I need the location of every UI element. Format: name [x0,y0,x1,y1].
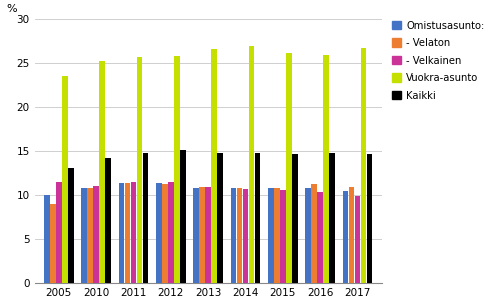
Bar [255,153,260,283]
Bar [119,183,124,283]
Bar [56,182,62,283]
Bar [131,182,136,283]
Bar [274,188,280,283]
Bar [237,188,243,283]
Bar [280,190,286,283]
Bar [343,191,349,283]
Bar [168,182,174,283]
Bar [311,184,317,283]
Legend: Omistusasunto:, - Velaton, - Velkainen, Vuokra-asunto, Kaikki: Omistusasunto:, - Velaton, - Velkainen, … [390,18,487,103]
Bar [82,188,87,283]
Bar [211,49,217,283]
Bar [286,53,292,283]
Bar [136,57,142,283]
Bar [193,188,199,283]
Bar [361,48,366,283]
Bar [44,195,50,283]
Bar [68,168,74,283]
Bar [249,46,254,283]
Bar [317,192,323,283]
Bar [50,204,55,283]
Bar [349,187,355,283]
Bar [62,76,68,283]
Bar [143,153,148,283]
Bar [329,153,335,283]
Bar [218,153,223,283]
Bar [180,150,186,283]
Bar [93,186,99,283]
Bar [106,158,111,283]
Bar [367,154,372,283]
Bar [355,196,360,283]
Bar [268,188,273,283]
Bar [125,184,130,283]
Bar [205,187,211,283]
Bar [87,188,93,283]
Text: %: % [7,4,18,14]
Bar [174,56,180,283]
Bar [243,189,248,283]
Bar [324,55,329,283]
Bar [305,188,311,283]
Bar [199,187,205,283]
Bar [162,184,168,283]
Bar [292,153,298,283]
Bar [156,183,162,283]
Bar [99,61,105,283]
Bar [231,188,236,283]
